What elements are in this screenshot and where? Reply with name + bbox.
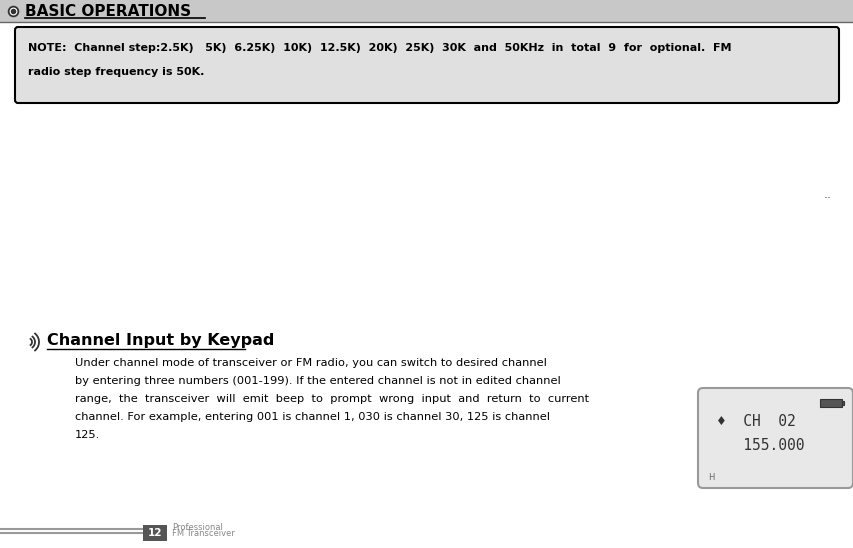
Text: Professional: Professional bbox=[171, 522, 223, 532]
Bar bbox=[841, 401, 843, 405]
Text: by entering three numbers (001-199). If the entered channel is not in edited cha: by entering three numbers (001-199). If … bbox=[75, 376, 560, 386]
Text: Channel Input by Keypad: Channel Input by Keypad bbox=[47, 333, 274, 347]
FancyBboxPatch shape bbox=[697, 388, 852, 488]
Text: H: H bbox=[707, 472, 714, 482]
Text: ..: .. bbox=[823, 189, 831, 202]
Text: range,  the  transceiver  will  emit  beep  to  prompt  wrong  input  and  retur: range, the transceiver will emit beep to… bbox=[75, 394, 589, 404]
Text: BASIC OPERATIONS: BASIC OPERATIONS bbox=[25, 3, 191, 19]
Text: 155.000: 155.000 bbox=[717, 437, 804, 453]
Text: channel. For example, entering 001 is channel 1, 030 is channel 30, 125 is chann: channel. For example, entering 001 is ch… bbox=[75, 412, 549, 422]
Text: 12: 12 bbox=[148, 528, 162, 538]
Bar bbox=[142, 525, 167, 541]
Text: radio step frequency is 50K.: radio step frequency is 50K. bbox=[28, 67, 204, 77]
Text: ♦  CH  02: ♦ CH 02 bbox=[717, 414, 795, 429]
Text: FM Transceiver: FM Transceiver bbox=[171, 529, 235, 539]
Text: NOTE:  Channel step:2.5K)   5K)  6.25K)  10K)  12.5K)  20K)  25K)  30K  and  50K: NOTE: Channel step:2.5K) 5K) 6.25K) 10K)… bbox=[28, 43, 731, 53]
Bar bbox=[0, 0, 853, 22]
Bar bbox=[819, 399, 841, 407]
Text: 125.: 125. bbox=[75, 430, 100, 440]
FancyBboxPatch shape bbox=[15, 27, 838, 103]
Text: Under channel mode of transceiver or FM radio, you can switch to desired channel: Under channel mode of transceiver or FM … bbox=[75, 358, 546, 368]
